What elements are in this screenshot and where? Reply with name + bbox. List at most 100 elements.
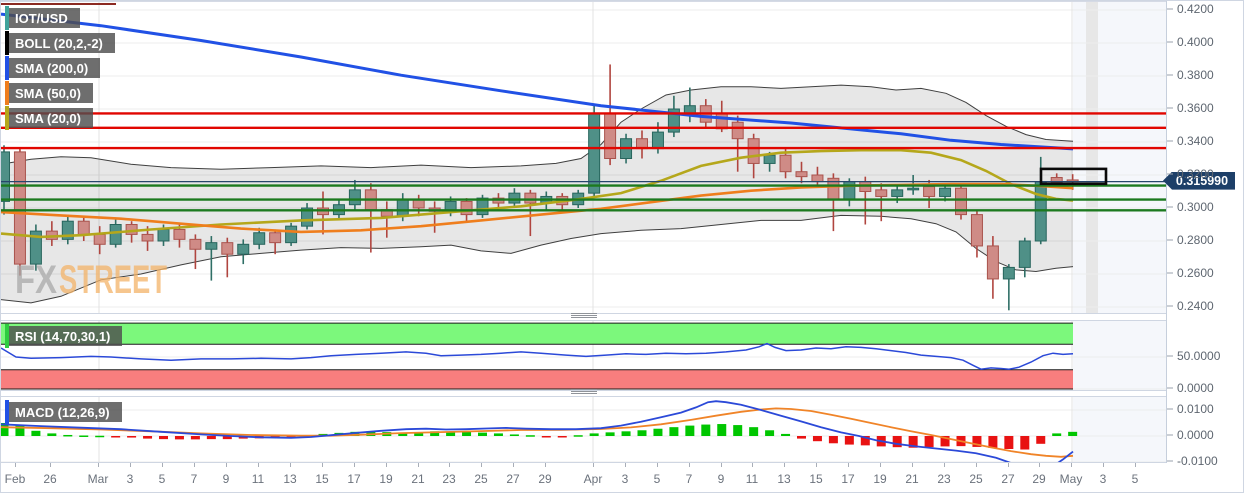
legend-pill-iot/usd-color-bar (5, 6, 9, 30)
panel-resize-handle-macd[interactable] (571, 389, 597, 396)
time-axis-label-3: 3 (1099, 472, 1107, 486)
axis-tick (1167, 305, 1173, 307)
time-axis-tick (784, 463, 785, 467)
time-axis-label-27: 27 (1001, 472, 1015, 486)
time-axis-tick (226, 463, 227, 467)
time-axis-label-5: 5 (158, 472, 166, 486)
legend-pill-sma-2-color-bar (5, 56, 9, 80)
legend-pill-sma-2-label: SMA (200,0) (15, 60, 89, 76)
rsi-axis-label-0.0000: 0.0000 (1177, 381, 1214, 395)
time-axis-tick (449, 463, 450, 467)
time-axis-tick (290, 463, 291, 467)
time-axis-tick (1008, 463, 1009, 467)
time-axis-label-13: 13 (777, 472, 791, 486)
time-axis-label-9: 9 (222, 472, 230, 486)
price-axis-label-0.3000: 0.3000 (1177, 200, 1214, 214)
time-axis-tick (880, 463, 881, 467)
time-axis-tick (545, 463, 546, 467)
time-axis-label-17: 17 (841, 472, 855, 486)
time-axis-tick (194, 463, 195, 467)
price-axis-label-0.3400: 0.3400 (1177, 134, 1214, 148)
time-axis-label-11: 11 (251, 472, 265, 486)
axis-tick (1167, 206, 1173, 208)
time-axis-label-5: 5 (653, 472, 661, 486)
time-axis-tick (593, 463, 594, 467)
time-axis-tick (386, 463, 387, 467)
time-axis-label-apr: Apr (583, 472, 603, 486)
time-axis-tick (322, 463, 323, 467)
time-axis-tick (258, 463, 259, 467)
legend-pill-boll-1[interactable]: BOLL (20,2,-2) (5, 31, 115, 55)
axis-tick (1167, 8, 1173, 10)
time-axis-label-21: 21 (411, 472, 425, 486)
time-axis-tick (1103, 463, 1104, 467)
legend-pill-macd[interactable]: MACD (12,26,9) (5, 400, 122, 424)
axis-tick (1167, 41, 1173, 43)
macd-axis-label--0.0100: -0.0100 (1177, 454, 1218, 468)
legend-pill-sma-4-color-bar (5, 106, 9, 130)
time-axis-label-25: 25 (474, 472, 488, 486)
axis-tick (1167, 408, 1173, 410)
time-axis-tick (130, 463, 131, 467)
time-axis-tick (354, 463, 355, 467)
price-axis-label-0.2800: 0.2800 (1177, 233, 1214, 247)
time-axis-label-9: 9 (717, 472, 725, 486)
time-axis-label-19: 19 (873, 472, 887, 486)
macd-panel: MACD (12,26,9) (1, 396, 1166, 463)
time-axis-tick (513, 463, 514, 467)
time-axis-label-7: 7 (190, 472, 198, 486)
price-axis-label-0.3800: 0.3800 (1177, 68, 1214, 82)
time-axis-tick (657, 463, 658, 467)
price-axis-label-0.4200: 0.4200 (1177, 2, 1214, 16)
legend-pill-sma-2[interactable]: SMA (200,0) (5, 56, 101, 80)
legend-pill-boll-1-color-bar (5, 31, 9, 55)
time-axis-tick (418, 463, 419, 467)
time-axis-tick (1039, 463, 1040, 467)
time-axis-label-23: 23 (937, 472, 951, 486)
axis-tick (1167, 107, 1173, 109)
macd-chart-canvas[interactable] (1, 397, 1166, 462)
price-axis-label-0.4000: 0.4000 (1177, 35, 1214, 49)
legend-pill-sma-3[interactable]: SMA (50,0) (5, 81, 93, 105)
time-axis[interactable]: Feb 26 Mar 3 5 7 9 11 13 15 17 19 21 23 25 27 29 Apr 3 5 7 9 1… (1, 463, 1166, 492)
price-axis[interactable]: 0.315990 0.4200 0.4000 0.3800 0.3600 0.3400 0… (1163, 1, 1243, 468)
price-axis-label-0.3200: 0.3200 (1177, 167, 1214, 181)
legend-pill-macd-label: MACD (12,26,9) (15, 404, 110, 420)
time-axis-tick (816, 463, 817, 467)
time-axis-label-26: 26 (43, 472, 57, 486)
legend-pill-iot/usd[interactable]: IOT/USD (5, 6, 80, 30)
price-axis-label-0.3600: 0.3600 (1177, 101, 1214, 115)
time-axis-tick (481, 463, 482, 467)
time-axis-tick (752, 463, 753, 467)
watermark-street: STREET (59, 258, 167, 302)
axis-tick (1167, 239, 1173, 241)
legend-pill-rsi[interactable]: RSI (14,70,30,1) (5, 324, 123, 348)
time-axis-tick (976, 463, 977, 467)
highlight-annotation-box[interactable] (1039, 167, 1108, 186)
time-axis-label-15: 15 (809, 472, 823, 486)
main-chart-canvas[interactable]: FX STREET (1, 2, 1166, 313)
time-axis-label-3: 3 (621, 472, 629, 486)
time-axis-tick (1135, 463, 1136, 467)
time-axis-label-25: 25 (969, 472, 983, 486)
time-axis-label-13: 13 (283, 472, 297, 486)
time-axis-label-3: 3 (126, 472, 134, 486)
time-axis-label-29: 29 (538, 472, 552, 486)
price-axis-label-0.2600: 0.2600 (1177, 266, 1214, 280)
time-axis-label-feb: Feb (4, 472, 26, 486)
time-axis-tick (15, 463, 16, 467)
rsi-chart-canvas[interactable] (1, 321, 1166, 390)
rsi-panel: RSI (14,70,30,1) (1, 320, 1166, 391)
time-axis-tick (50, 463, 51, 467)
time-axis-label-23: 23 (442, 472, 456, 486)
axis-tick (1167, 460, 1173, 462)
legend-pill-sma-4[interactable]: SMA (20,0) (5, 106, 93, 130)
time-axis-tick (721, 463, 722, 467)
time-axis-label-11: 11 (745, 472, 759, 486)
watermark-fx: FX (15, 258, 57, 302)
rsi-axis-label-50.0000: 50.0000 (1177, 349, 1221, 363)
main-price-panel: FX STREET IOT/USD BOLL (20,2,-2) SMA (200,0… (1, 1, 1166, 314)
time-axis-tick (98, 463, 99, 467)
panel-resize-handle-rsi[interactable] (571, 313, 597, 320)
